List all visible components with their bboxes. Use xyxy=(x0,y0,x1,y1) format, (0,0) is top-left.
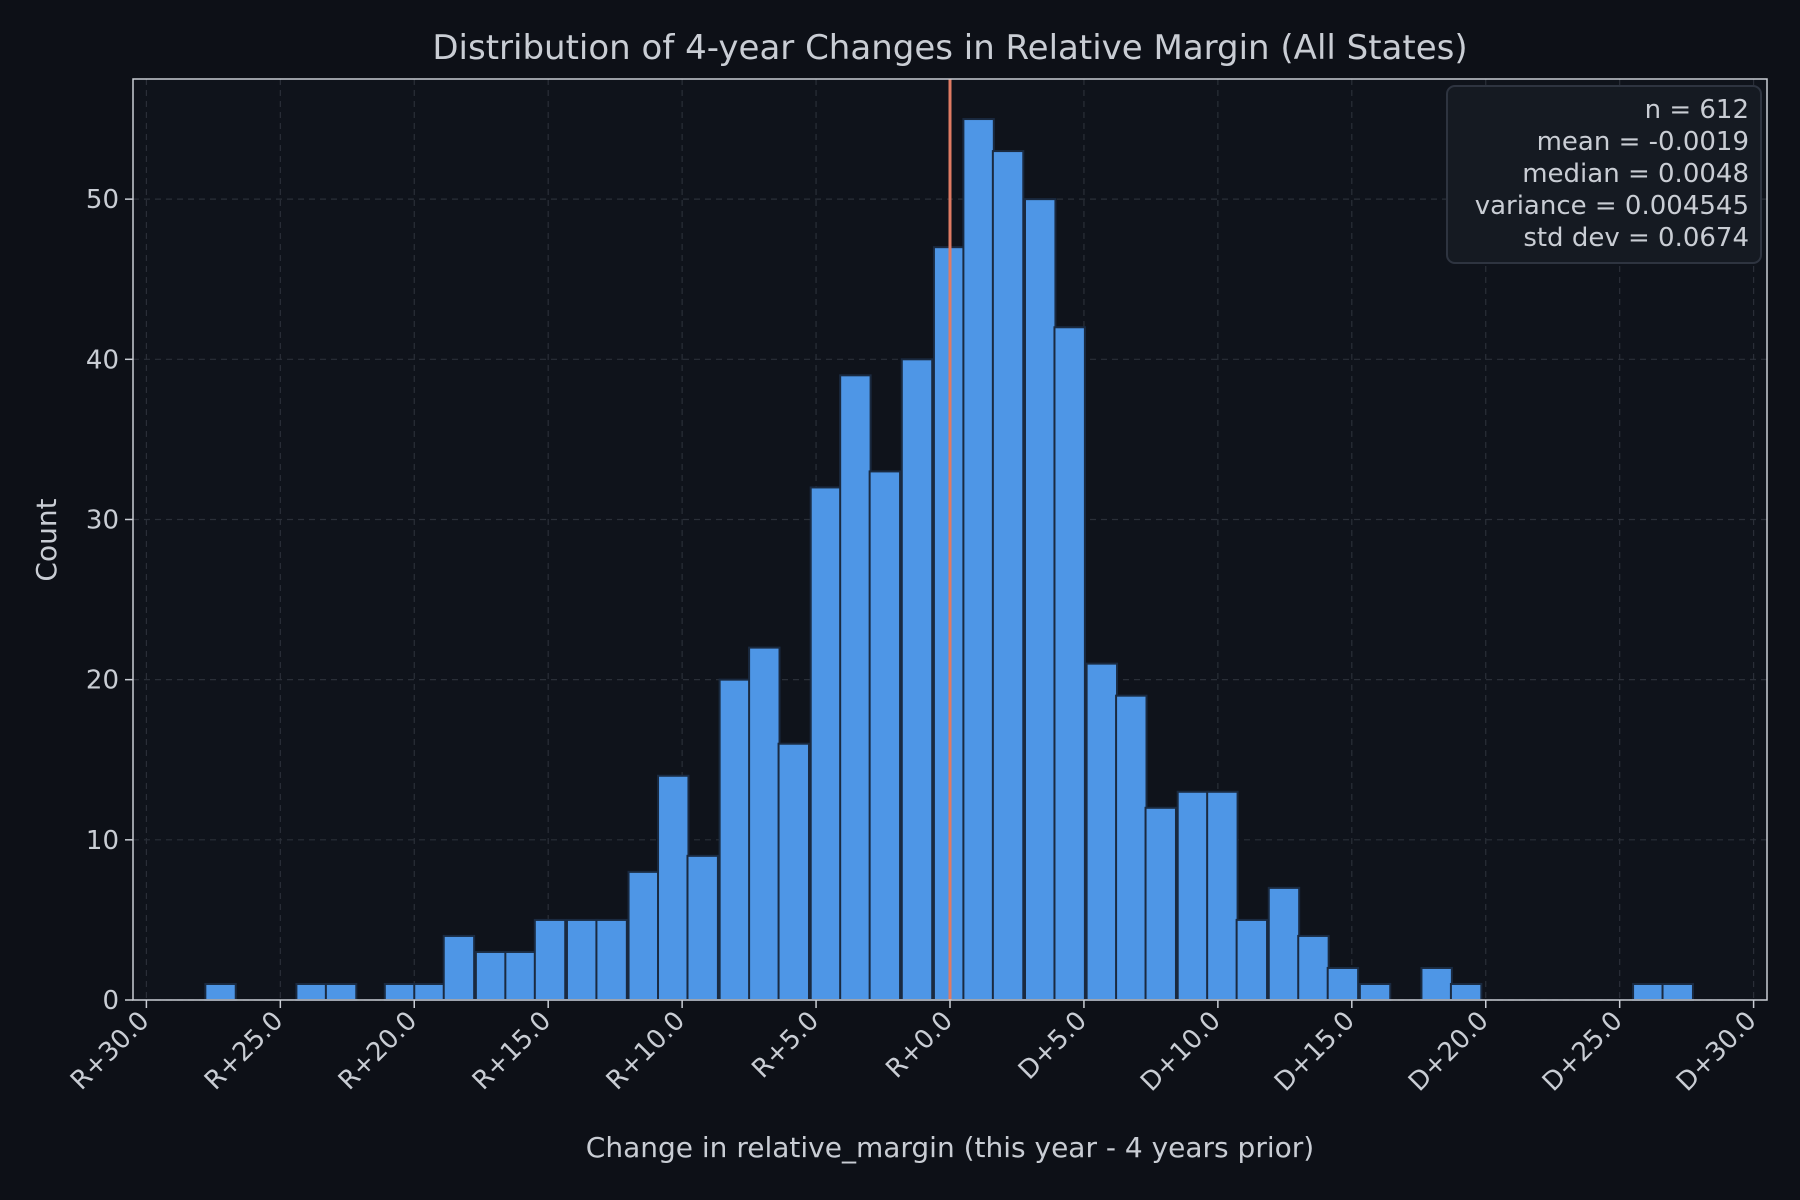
histogram-bar xyxy=(748,646,781,1001)
histogram-bar xyxy=(809,486,843,1001)
histogram-bar xyxy=(533,918,567,1001)
histogram-bar xyxy=(595,918,628,1001)
histogram-bar xyxy=(204,982,237,1001)
y-tick-label: 0 xyxy=(102,986,119,1016)
histogram-bar xyxy=(324,982,358,1001)
stats-variance: variance = 0.004545 xyxy=(1475,191,1749,221)
y-axis-ticks: 0 10 20 30 40 50 xyxy=(86,185,133,1016)
histogram-bar xyxy=(383,982,417,1001)
histogram-bar xyxy=(1235,918,1269,1001)
histogram-bar xyxy=(474,950,508,1001)
histogram-bar xyxy=(868,470,902,1001)
histogram-bar xyxy=(1358,982,1392,1001)
histogram-bar xyxy=(1206,790,1239,1002)
chart-title: Distribution of 4-year Changes in Relati… xyxy=(432,28,1467,68)
stats-mean: mean = -0.0019 xyxy=(1537,127,1749,157)
histogram-bar xyxy=(1449,982,1483,1001)
histogram-bar xyxy=(1144,806,1177,1002)
histogram-bar xyxy=(1267,886,1301,1001)
y-tick-label: 50 xyxy=(86,185,119,215)
histogram-bar xyxy=(657,774,690,1002)
y-tick-label: 40 xyxy=(86,345,119,375)
y-tick-label: 20 xyxy=(86,666,119,696)
histogram-bar xyxy=(718,678,752,1001)
histogram-bar xyxy=(1420,966,1453,1001)
histogram-bar xyxy=(627,870,660,1001)
stats-box: n = 612 mean = -0.0019 median = 0.0048 v… xyxy=(1446,85,1762,264)
stats-median: median = 0.0048 xyxy=(1522,159,1749,189)
stats-box-background xyxy=(1446,85,1762,264)
histogram-bar xyxy=(686,854,719,1002)
histogram-bar xyxy=(1053,326,1086,1001)
y-tick-label: 30 xyxy=(86,505,119,535)
histogram-bar xyxy=(504,950,537,1001)
histogram-bar xyxy=(777,742,810,1001)
x-axis-label: Change in relative_margin (this year - 4… xyxy=(586,1131,1314,1164)
histogram-bar xyxy=(1024,198,1057,1001)
histogram-bar xyxy=(1661,982,1694,1001)
histogram-bar xyxy=(295,982,328,1001)
stats-n: n = 612 xyxy=(1645,95,1749,125)
y-axis-label: Count xyxy=(30,498,63,581)
histogram-bar xyxy=(1326,966,1360,1001)
histogram-bar xyxy=(1115,694,1148,1001)
histogram-bar xyxy=(565,918,599,1001)
histogram-bar xyxy=(991,150,1025,1002)
histogram-bar xyxy=(962,118,995,1002)
histogram-bar xyxy=(900,358,934,1002)
histogram-bar xyxy=(1085,662,1119,1001)
histogram-bar xyxy=(1632,982,1665,1001)
histogram-bar xyxy=(839,374,872,1002)
histogram-bar xyxy=(1176,790,1210,1002)
histogram-bar xyxy=(1297,934,1330,1001)
stats-std-dev: std dev = 0.0674 xyxy=(1523,223,1749,253)
histogram-bars xyxy=(204,118,1694,1002)
histogram-bar xyxy=(442,934,476,1001)
y-tick-label: 10 xyxy=(86,826,119,856)
histogram-bar xyxy=(413,982,446,1001)
